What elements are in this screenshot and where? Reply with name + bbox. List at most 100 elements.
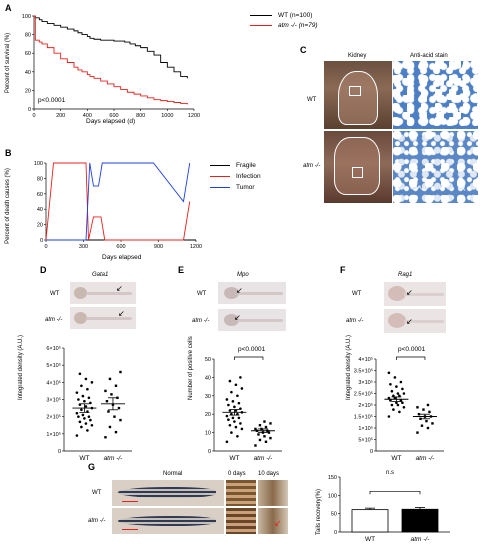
data-point: [230, 390, 233, 394]
data-point: [236, 412, 239, 416]
panel-b-ylabel: Percent of death causes (%): [4, 168, 11, 244]
data-point: [396, 403, 400, 407]
legend-label: Tumor: [236, 184, 255, 191]
arrow-icon: ↙: [236, 286, 243, 295]
data-point: [426, 426, 430, 430]
data-point: [230, 431, 233, 434]
larva-photo-f-atm: ↙: [384, 309, 446, 333]
panel-g-y-tick-label: 0: [334, 530, 337, 536]
panel-b-y-tick-label: 60: [37, 192, 43, 198]
data-point: [395, 401, 398, 405]
panel-d-row-atm: atm -/-: [45, 317, 63, 323]
data-point: [75, 391, 79, 394]
panel-f-pvalue: p<0.0001: [398, 346, 426, 353]
stain-photo-atm: ↖ ↖ ↖: [393, 131, 478, 203]
data-point: [84, 422, 88, 425]
data-point: [86, 429, 89, 432]
arrow-icon: ↙: [118, 309, 125, 318]
panel-e-row-wt: WT: [197, 291, 207, 297]
panel-e-y-tick-label: 30: [205, 394, 211, 400]
panel-e-gene: Mpo: [237, 272, 249, 278]
group-label: atm -/-: [104, 455, 124, 462]
panel-g-title-10days: 10 days: [258, 471, 280, 477]
data-point: [417, 413, 421, 416]
panel-f-y-tick-label: 3.5×10⁵: [354, 368, 373, 375]
fish-photo-wt-normal: [112, 480, 224, 506]
data-point: [263, 420, 266, 423]
data-point: [116, 396, 119, 399]
data-point: [239, 376, 242, 379]
panel-d-y-tick-label: 5×10⁵: [46, 362, 61, 369]
tail-photo-wt-10days: [258, 480, 288, 506]
panel-b-xlabel: Days elapsed: [102, 254, 142, 261]
data-point: [114, 430, 118, 434]
panel-c-title-kidney: Kidney: [348, 53, 367, 59]
data-point: [422, 408, 425, 411]
group-label: WT: [391, 455, 401, 462]
panel-d-y-tick-label: 4×10⁵: [46, 379, 61, 386]
panel-f-y-tick-label: 0: [370, 449, 373, 455]
legend-label: atm -/- (n=79): [278, 21, 318, 29]
data-point: [258, 424, 262, 427]
legend-swatch: [250, 24, 272, 26]
data-point: [227, 403, 230, 407]
data-point: [234, 383, 238, 387]
data-point: [257, 433, 260, 436]
panel-f-y-tick-label: 5×10⁵: [358, 437, 373, 444]
legend-label: Fragile: [236, 162, 256, 169]
panel-label-d: D: [40, 265, 47, 275]
arrow-icon: ↙: [406, 288, 413, 297]
data-point: [86, 387, 89, 391]
legend-item: Tumor: [210, 182, 261, 193]
arrow-icon: ↖: [459, 183, 467, 193]
group-label: WT: [365, 536, 375, 543]
larva-photo-d-wt: ↙: [70, 282, 136, 304]
data-point: [90, 406, 94, 410]
data-point: [111, 403, 115, 406]
data-point: [423, 415, 427, 418]
data-point: [228, 409, 232, 412]
data-point: [113, 415, 116, 418]
data-point: [90, 381, 94, 384]
data-point: [233, 405, 236, 409]
panel-f-y-tick-label: 2×10⁵: [358, 402, 373, 409]
panel-f-row-wt: WT: [352, 291, 362, 297]
death-cause-line: [46, 162, 191, 241]
data-point: [398, 410, 401, 414]
panel-g-row-atm: atm -/-: [88, 518, 106, 524]
data-point: [119, 370, 122, 374]
data-point: [431, 422, 434, 425]
data-point: [401, 401, 404, 405]
data-point: [402, 406, 406, 409]
data-point: [255, 429, 259, 432]
data-point: [239, 407, 242, 410]
data-point: [390, 389, 394, 393]
data-point: [236, 434, 239, 438]
significance-bracket: [369, 490, 421, 495]
data-point: [231, 416, 235, 420]
data-point: [263, 435, 266, 438]
kidney-photo-wt: [324, 61, 392, 129]
legend-label: Infection: [236, 173, 261, 180]
data-point: [86, 410, 89, 413]
arrow-icon: ↙: [116, 284, 123, 293]
data-point: [387, 396, 391, 400]
data-point: [266, 429, 269, 432]
arrow-icon: ↙: [406, 317, 413, 326]
panel-a-x-tick-label: 1200: [188, 113, 200, 119]
group-label: atm -/-: [411, 536, 431, 543]
panel-a-x-tick-label: 1000: [161, 113, 173, 119]
legend-item: atm -/- (n=79): [250, 20, 318, 30]
panel-label-g: G: [88, 462, 96, 472]
panel-e-ylabel: Number of positive cells: [188, 336, 194, 400]
panel-f-y-tick-label: 2.5×10⁵: [354, 391, 373, 398]
panel-b-y-tick-label: 40: [37, 207, 43, 213]
panel-g-y-tick-label: 100: [328, 493, 337, 499]
survival-line: [34, 15, 188, 105]
panel-a-legend: WT (n=100) atm -/- (n=79): [250, 10, 318, 30]
data-point: [240, 387, 244, 390]
panel-g-row-wt: WT: [92, 490, 102, 496]
data-point: [78, 372, 82, 376]
panel-b-y-tick-label: 80: [37, 176, 43, 182]
data-point: [84, 405, 88, 408]
